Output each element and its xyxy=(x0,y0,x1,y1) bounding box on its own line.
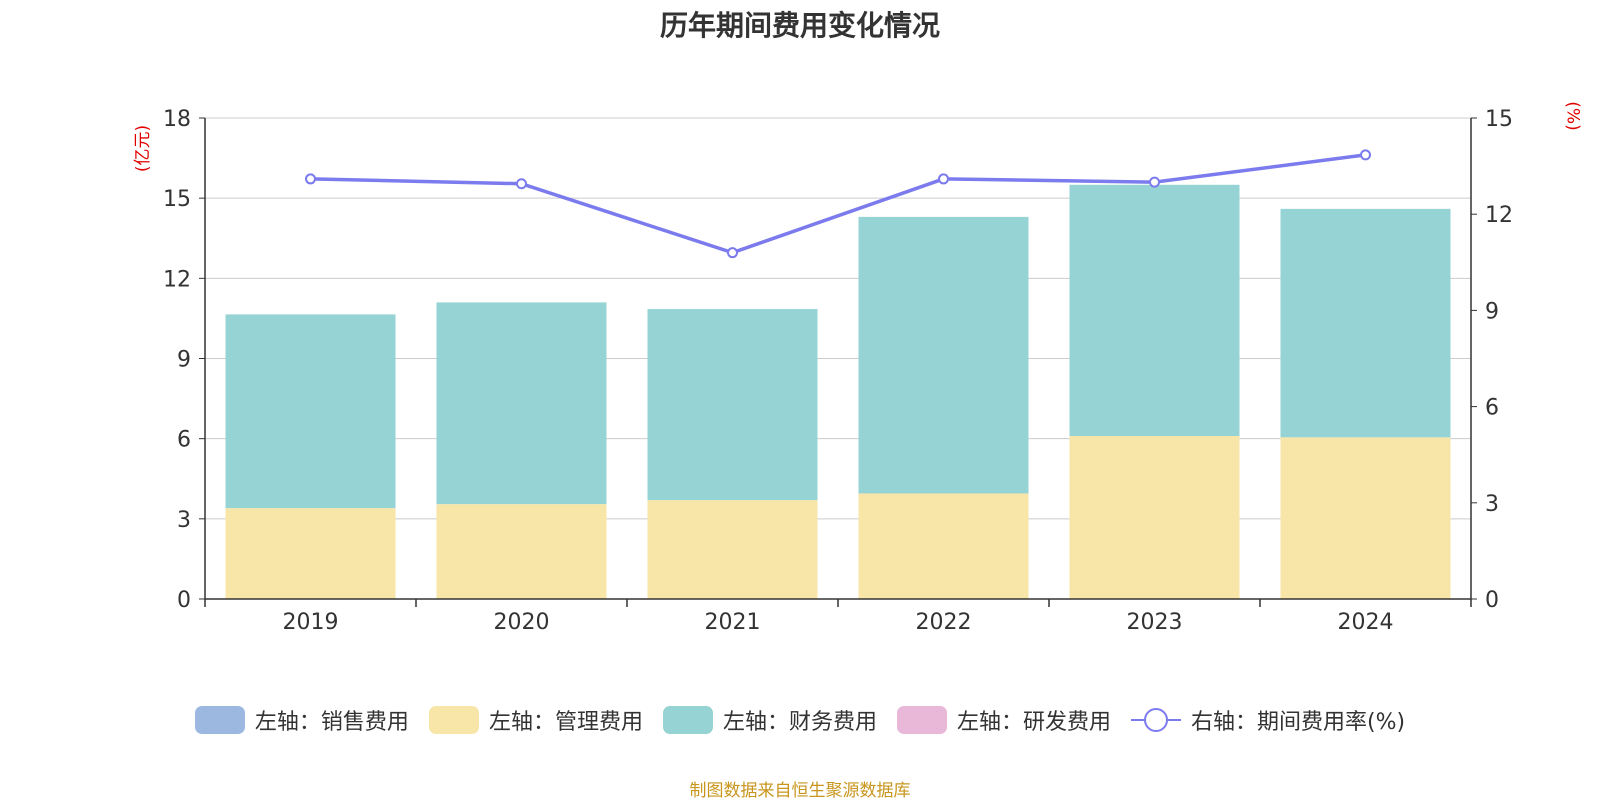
legend-item-admin[interactable]: 左轴：管理费用 xyxy=(428,704,643,736)
chart-plot: 0 3 6 9 12 15 18 0 3 6 9 12 15 2019 2020 2021 2022 2023 20… xyxy=(163,107,1513,635)
legend-swatch-rnd xyxy=(896,706,947,734)
bar-admin xyxy=(1069,435,1240,599)
bar-finance xyxy=(647,309,818,501)
right-axis-tick-label: 15 xyxy=(1485,107,1513,132)
legend-label: 右轴：期间费用率(%) xyxy=(1190,710,1406,735)
legend-item-sales[interactable]: 左轴：销售费用 xyxy=(194,704,409,736)
rate-line xyxy=(310,153,1366,255)
legend-item-rate[interactable]: 右轴：期间费用率(%) xyxy=(1130,704,1406,736)
data-source-note: 制图数据来自恒生聚源数据库 xyxy=(689,781,911,801)
legend-item-finance[interactable]: 左轴：财务费用 xyxy=(662,704,877,736)
bar-finance xyxy=(1280,208,1451,438)
rate-point xyxy=(727,247,738,259)
x-axis-tick-label: 2020 xyxy=(494,610,550,635)
legend-swatch-admin xyxy=(428,706,479,734)
legend-swatch-sales xyxy=(194,706,245,734)
x-axis-tick-label: 2021 xyxy=(705,610,761,635)
right-axis-tick-label: 12 xyxy=(1485,203,1513,228)
left-axis-tick-label: 0 xyxy=(177,588,191,613)
x-axis-tick-label: 2019 xyxy=(283,610,339,635)
rate-point xyxy=(938,173,949,185)
rate-point xyxy=(1360,149,1371,161)
chart-title: 历年期间费用变化情况 xyxy=(659,9,940,42)
right-axis-tick-label: 3 xyxy=(1485,492,1499,517)
x-axis-tick-label: 2022 xyxy=(916,610,972,635)
bar-admin xyxy=(1280,437,1451,599)
rate-point xyxy=(516,178,527,190)
bar-finance xyxy=(858,216,1029,494)
legend-swatch-finance xyxy=(662,706,713,734)
left-axis-tick-label: 6 xyxy=(177,428,191,453)
legend-label: 左轴：研发费用 xyxy=(956,710,1111,735)
x-axis-tick-label: 2024 xyxy=(1338,610,1394,635)
left-axis-tick-label: 12 xyxy=(163,267,191,292)
x-axis-tick-label: 2023 xyxy=(1127,610,1183,635)
bar-admin xyxy=(647,500,818,599)
chart-legend: 左轴：销售费用 左轴：管理费用 左轴：财务费用 左轴：研发费用 右轴：期间费用率(%) xyxy=(0,704,1600,736)
right-axis-tick-label: 0 xyxy=(1485,588,1499,613)
left-axis-tick-label: 3 xyxy=(177,508,191,533)
left-axis-tick-label: 9 xyxy=(177,348,191,373)
right-axis-tick-label: 6 xyxy=(1485,396,1499,421)
rate-point xyxy=(305,173,316,185)
bar-finance xyxy=(436,302,607,505)
legend-label: 左轴：财务费用 xyxy=(722,710,877,735)
right-axis-tick-label: 9 xyxy=(1485,299,1499,324)
bar-finance xyxy=(225,314,396,509)
bar-finance xyxy=(1069,184,1240,436)
legend-swatch-rate xyxy=(1130,706,1181,734)
bar-admin xyxy=(858,493,1029,599)
left-axis-tick-label: 15 xyxy=(163,187,191,212)
bar-admin xyxy=(436,504,607,599)
left-axis-tick-label: 18 xyxy=(163,107,191,132)
legend-item-rnd[interactable]: 左轴：研发费用 xyxy=(896,704,1111,736)
legend-label: 左轴：管理费用 xyxy=(488,710,643,735)
legend-label: 左轴：销售费用 xyxy=(254,710,409,735)
rate-point xyxy=(1149,176,1160,188)
bar-admin xyxy=(225,508,396,599)
